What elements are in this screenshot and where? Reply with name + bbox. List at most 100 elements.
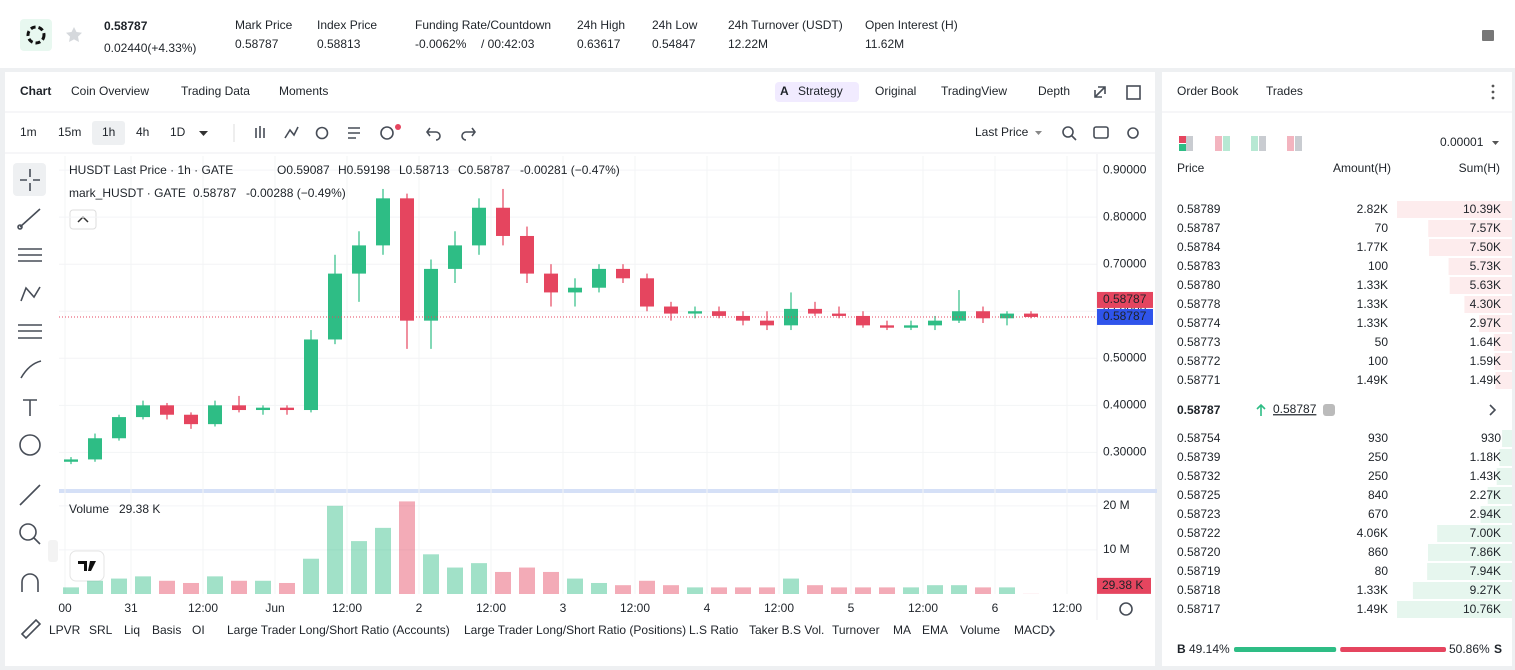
- indicator[interactable]: Turnover: [832, 623, 880, 637]
- view-tab[interactable]: TradingView: [941, 84, 1007, 98]
- ob-price[interactable]: 0.58739: [1177, 450, 1221, 464]
- ob-price[interactable]: 0.58789: [1177, 202, 1221, 216]
- tool-active-bg: [13, 163, 46, 196]
- ob-price[interactable]: 0.58720: [1177, 545, 1221, 559]
- interval[interactable]: 1h: [102, 125, 115, 139]
- ob-price[interactable]: 0.58718: [1177, 583, 1221, 597]
- candle-body: [280, 407, 294, 411]
- info-icon[interactable]: [1323, 404, 1335, 416]
- drawing-tools[interactable]: [17, 169, 42, 640]
- dropdown-arrow[interactable]: [199, 131, 208, 136]
- ob-sum: 7.00K: [1470, 526, 1501, 540]
- interval[interactable]: 15m: [58, 125, 81, 139]
- expand-icon[interactable]: [1094, 86, 1106, 98]
- volume-bar: [63, 587, 79, 594]
- ob-price[interactable]: 0.58773: [1177, 335, 1221, 349]
- collapse-button[interactable]: [69, 209, 97, 230]
- side-toggle[interactable]: [48, 540, 58, 562]
- ob-price[interactable]: 0.58772: [1177, 354, 1221, 368]
- interval[interactable]: 1m: [20, 125, 37, 139]
- candle-body: [688, 311, 702, 314]
- stat-label[interactable]: Open Interest (H): [865, 18, 958, 32]
- pane-separator[interactable]: [59, 489, 1157, 493]
- favorite-star[interactable]: [66, 27, 82, 42]
- candle-body: [304, 339, 318, 411]
- candle-body: [664, 306, 678, 314]
- stat-label[interactable]: Mark Price: [235, 18, 293, 32]
- stat-label[interactable]: 24h High: [577, 18, 625, 32]
- indicator[interactable]: EMA: [922, 623, 948, 637]
- ob-price[interactable]: 0.58732: [1177, 469, 1221, 483]
- tab[interactable]: Coin Overview: [71, 84, 149, 98]
- indicator[interactable]: Taker B.S Vol.: [749, 623, 824, 637]
- indicator[interactable]: Large Trader Long/Short Ratio (Positions…: [464, 623, 686, 637]
- indicator[interactable]: MA: [893, 623, 911, 637]
- indicator[interactable]: Volume: [960, 623, 1000, 637]
- ob-price[interactable]: 0.58771: [1177, 373, 1221, 387]
- indicator[interactable]: Large Trader Long/Short Ratio (Accounts): [227, 623, 450, 637]
- order-book-icons[interactable]: [1179, 136, 1302, 151]
- ob-tab[interactable]: Trades: [1266, 84, 1303, 98]
- toolbar-icons[interactable]: [255, 126, 1139, 141]
- stat-label[interactable]: Funding Rate/Countdown: [415, 18, 551, 32]
- candle-body: [520, 235, 534, 274]
- indicator[interactable]: OI: [192, 623, 205, 637]
- volume-bar: [711, 587, 727, 594]
- tab[interactable]: Moments: [279, 84, 328, 98]
- precision[interactable]: 0.00001: [1440, 135, 1484, 149]
- indicator[interactable]: Basis: [152, 623, 181, 637]
- ob-price[interactable]: 0.58717: [1177, 602, 1221, 616]
- stat-label[interactable]: 24h Low: [652, 18, 698, 32]
- interval[interactable]: 4h: [136, 125, 149, 139]
- header-icon[interactable]: [1482, 30, 1494, 41]
- candle-body: [64, 459, 78, 462]
- dropdown-arrow[interactable]: [1492, 141, 1499, 145]
- legend-ohlc: C0.58787: [458, 163, 510, 177]
- volume-tick-label: 10 M: [1103, 542, 1130, 556]
- candle-body: [1024, 313, 1038, 317]
- interval[interactable]: 1D: [170, 125, 186, 139]
- ob-price[interactable]: 0.58784: [1177, 240, 1221, 254]
- ob-price[interactable]: 0.58754: [1177, 431, 1221, 445]
- interval-active-bg: [92, 121, 125, 145]
- window-icon[interactable]: [1126, 85, 1141, 100]
- indicator[interactable]: L.S Ratio: [689, 623, 739, 637]
- ob-price[interactable]: 0.58774: [1177, 316, 1221, 330]
- ob-tab[interactable]: Order Book: [1177, 84, 1239, 98]
- ob-price[interactable]: 0.58725: [1177, 488, 1221, 502]
- ob-amount: 100: [1368, 354, 1388, 368]
- indicator[interactable]: MACD: [1014, 623, 1050, 637]
- ob-price[interactable]: 0.58787: [1177, 221, 1221, 235]
- view-tab[interactable]: Depth: [1038, 84, 1070, 98]
- volume-bar: [639, 580, 655, 594]
- more-arrow[interactable]: [1049, 625, 1056, 637]
- strategy-pill[interactable]: [775, 82, 859, 102]
- volume-bar: [207, 576, 223, 594]
- ob-price[interactable]: 0.58723: [1177, 507, 1221, 521]
- indicator[interactable]: LPVR: [49, 623, 81, 637]
- y-tick-label: 0.90000: [1103, 162, 1147, 176]
- ob-price[interactable]: 0.58722: [1177, 526, 1221, 540]
- price-type[interactable]: Last Price: [975, 125, 1029, 139]
- volume-bar: [87, 580, 103, 594]
- tab[interactable]: Trading Data: [181, 84, 250, 98]
- indicator[interactable]: Liq: [124, 623, 140, 637]
- settings-icon[interactable]: [1119, 602, 1133, 616]
- tab[interactable]: Chart: [20, 84, 51, 98]
- stat-label[interactable]: 24h Turnover (USDT): [728, 18, 843, 32]
- chevron[interactable]: [1489, 404, 1497, 416]
- indicator[interactable]: SRL: [89, 623, 113, 637]
- x-tick-label: 12:00: [764, 601, 794, 615]
- ob-price[interactable]: 0.58780: [1177, 278, 1221, 292]
- ob-price[interactable]: 0.58719: [1177, 564, 1221, 578]
- stat-label[interactable]: Index Price: [317, 18, 377, 32]
- view-tab[interactable]: Strategy: [798, 84, 843, 98]
- candle-body: [976, 311, 990, 319]
- more-menu[interactable]: [1491, 84, 1495, 100]
- dropdown-arrow[interactable]: [1035, 131, 1042, 135]
- buy-ratio-bar: [1234, 647, 1337, 652]
- ob-price[interactable]: 0.58778: [1177, 297, 1221, 311]
- view-tab[interactable]: Original: [875, 84, 916, 98]
- price-change: 0.02440(+4.33%): [104, 41, 196, 55]
- ob-price[interactable]: 0.58783: [1177, 259, 1221, 273]
